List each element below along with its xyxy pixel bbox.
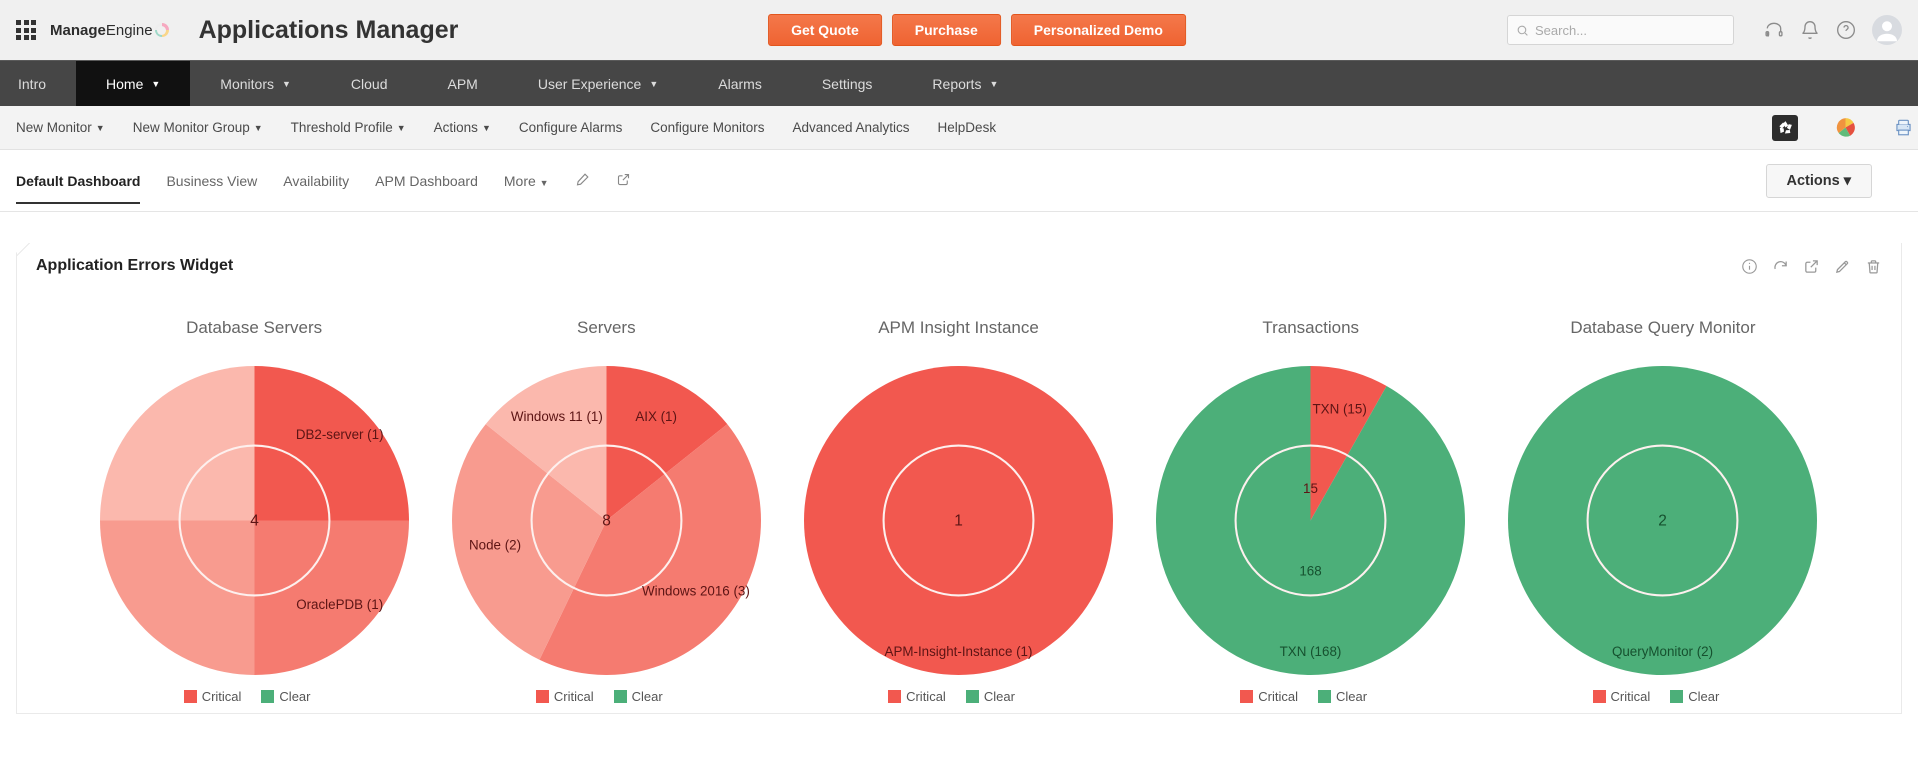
svg-text:TXN (168): TXN (168) (1280, 644, 1342, 659)
svg-text:4: 4 (250, 513, 259, 530)
svg-text:168: 168 (1300, 564, 1322, 579)
svg-text:2: 2 (1659, 513, 1668, 530)
svg-text:15: 15 (1303, 481, 1318, 496)
svg-text:OraclePDB (1): OraclePDB (1) (296, 597, 383, 612)
svg-text:APM-Insight-Instance (1): APM-Insight-Instance (1) (885, 644, 1033, 659)
svg-text:8: 8 (602, 513, 611, 530)
svg-text:1: 1 (954, 513, 963, 530)
svg-text:DB2-server (1): DB2-server (1) (295, 427, 383, 442)
svg-text:AIX (1): AIX (1) (635, 409, 677, 424)
svg-text:TXN (15): TXN (15) (1313, 402, 1367, 417)
svg-text:Windows 2016 (3): Windows 2016 (3) (642, 583, 750, 598)
svg-text:QueryMonitor (2): QueryMonitor (2) (1612, 644, 1713, 659)
svg-text:Windows 11 (1): Windows 11 (1) (511, 409, 603, 424)
svg-text:Node (2): Node (2) (469, 537, 521, 552)
